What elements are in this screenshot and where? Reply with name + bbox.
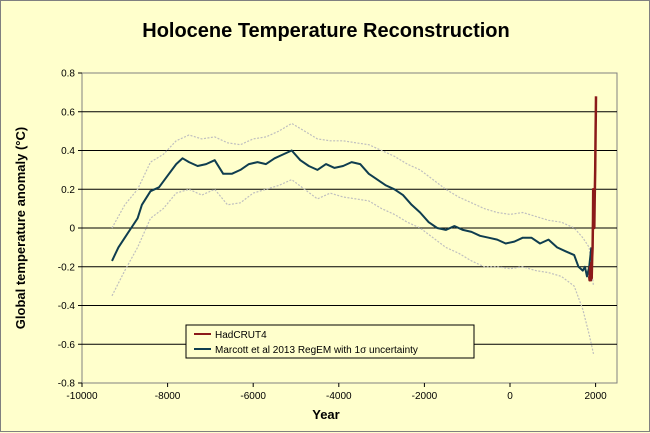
y-tick-label: -0.8 <box>58 379 76 390</box>
y-axis-title: Global temperature anomaly (°C) <box>13 127 28 329</box>
series-group <box>111 96 598 282</box>
x-axis-title: Year <box>312 407 339 422</box>
x-tick-label: 2000 <box>584 391 607 402</box>
uncertainty-band <box>111 122 595 355</box>
y-tick-label: 0 <box>69 224 75 235</box>
y-tick-label: 0.4 <box>61 146 75 157</box>
x-tick-label: -2000 <box>412 391 438 402</box>
y-tick-label: 0.8 <box>61 69 75 80</box>
series-line-hadcrut4 <box>587 96 598 282</box>
x-tick-label: -10000 <box>66 391 98 402</box>
legend-label-marcott: Marcott et al 2013 RegEM with 1σ uncerta… <box>215 345 418 356</box>
gridlines <box>82 111 617 345</box>
x-tick-label: -8000 <box>155 391 181 402</box>
x-tick-label: -4000 <box>326 391 352 402</box>
uncertainty-upper-line <box>111 122 595 287</box>
legend-box <box>185 324 475 359</box>
y-tick-label: 0.6 <box>61 107 75 118</box>
y-tick-label: -0.6 <box>58 340 76 351</box>
x-tick-label: -6000 <box>240 391 266 402</box>
y-tick-label: 0.2 <box>61 185 75 196</box>
legend: HadCRUT4 Marcott et al 2013 RegEM with 1… <box>185 324 475 359</box>
x-axis-ticks: -10000 -8000 -6000 -4000 -2000 0 2000 <box>66 382 617 402</box>
series-line-marcott <box>111 149 593 278</box>
x-tick-label: 0 <box>507 391 513 402</box>
y-tick-label: -0.2 <box>58 262 76 273</box>
y-tick-label: -0.4 <box>58 301 76 312</box>
legend-label-hadcrut4: HadCRUT4 <box>215 330 267 341</box>
chart-title: Holocene Temperature Reconstruction <box>142 20 509 42</box>
y-axis-ticks: -0.8 -0.6 -0.4 -0.2 0 0.2 0.4 0.6 0.8 <box>58 69 82 390</box>
uncertainty-lower-line <box>111 178 595 355</box>
